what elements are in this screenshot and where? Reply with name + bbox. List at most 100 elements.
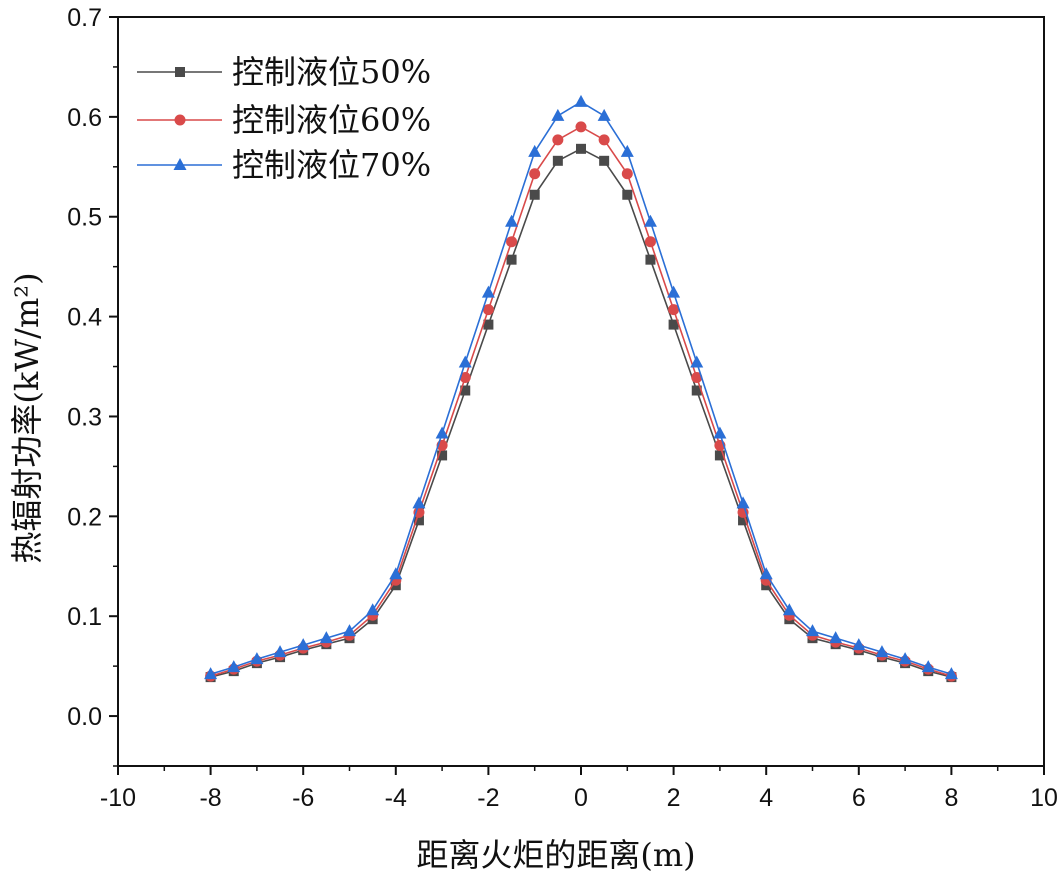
data-point xyxy=(505,214,519,227)
data-point xyxy=(782,603,796,616)
data-point xyxy=(921,660,935,673)
data-point xyxy=(506,236,518,248)
data-point xyxy=(389,567,403,580)
data-point xyxy=(852,638,866,651)
data-point xyxy=(529,189,540,200)
data-point xyxy=(459,372,471,384)
series-line xyxy=(210,100,952,675)
x-tick-label: 0 xyxy=(574,784,588,812)
data-point xyxy=(714,450,725,461)
data-point xyxy=(620,144,634,157)
data-point xyxy=(944,667,958,680)
data-point xyxy=(296,638,310,651)
data-point xyxy=(458,355,472,368)
data-point xyxy=(413,515,424,526)
data-point xyxy=(759,567,773,580)
legend-item: 控制液位60% xyxy=(137,101,431,139)
series-3 xyxy=(204,94,958,680)
data-point xyxy=(366,603,380,616)
data-point xyxy=(319,631,333,644)
x-tick-label: -8 xyxy=(199,784,221,812)
data-point xyxy=(667,285,681,298)
data-point xyxy=(736,496,750,509)
data-point xyxy=(806,624,819,637)
data-point xyxy=(343,624,356,637)
data-point xyxy=(273,645,287,658)
data-point xyxy=(599,155,610,166)
data-point xyxy=(227,660,241,673)
data-point xyxy=(506,254,517,265)
data-point xyxy=(552,155,563,166)
data-point xyxy=(528,144,542,157)
data-point xyxy=(898,652,912,665)
x-tick-label: 2 xyxy=(667,784,681,812)
y-axis-title: 热辐射功率(kW/m²) xyxy=(8,272,46,563)
y-tick-label: 0.0 xyxy=(67,703,102,731)
legend-marker xyxy=(174,114,186,126)
x-tick-label: 10 xyxy=(1030,784,1058,812)
legend-item: 控制液位50% xyxy=(137,53,431,91)
x-tick-label: 4 xyxy=(759,784,773,812)
series-line xyxy=(210,125,952,677)
data-point xyxy=(643,214,657,227)
data-point xyxy=(435,426,449,439)
y-tick-label: 0.3 xyxy=(67,403,102,431)
legend-marker xyxy=(173,158,187,170)
data-point xyxy=(691,385,702,396)
data-point xyxy=(250,652,264,665)
data-point xyxy=(483,319,494,330)
data-point xyxy=(576,143,586,154)
data-point xyxy=(598,134,610,146)
x-tick-label: 8 xyxy=(944,784,958,812)
y-tick-label: 0.2 xyxy=(67,503,102,531)
data-point xyxy=(551,108,565,121)
series-1 xyxy=(205,143,957,683)
x-tick-label: -6 xyxy=(292,784,314,812)
y-axis: 0.0 0.1 0.2 0.3 0.4 0.5 0.6 0.7 xyxy=(67,4,118,767)
legend-item: 控制液位70% xyxy=(137,146,431,184)
data-point xyxy=(622,189,633,200)
legend-marker xyxy=(175,67,185,77)
data-point xyxy=(668,304,680,316)
legend-label: 控制液位60% xyxy=(232,101,431,139)
y-tick-label: 0.7 xyxy=(67,4,102,32)
data-point xyxy=(829,631,843,644)
data-point xyxy=(597,108,611,121)
y-tick-label: 0.5 xyxy=(67,204,102,232)
data-point xyxy=(644,236,656,248)
data-point xyxy=(668,319,679,330)
data-point xyxy=(204,667,218,680)
data-point xyxy=(645,254,656,265)
data-point xyxy=(621,168,633,180)
legend-label: 控制液位70% xyxy=(232,146,431,184)
x-tick-label: -4 xyxy=(385,784,407,812)
data-point xyxy=(738,515,749,526)
data-point xyxy=(529,168,541,180)
x-axis-title: 距离火炬的距离(m) xyxy=(416,836,695,874)
data-point xyxy=(552,134,564,146)
y-tick-label: 0.6 xyxy=(67,104,102,132)
y-tick-label: 0.1 xyxy=(67,603,102,631)
legend: 控制液位50% 控制液位60% 控制液位70% xyxy=(137,53,431,184)
series-line xyxy=(210,147,952,678)
legend-label: 控制液位50% xyxy=(232,53,431,91)
series-layer xyxy=(204,94,958,683)
data-point xyxy=(437,450,448,461)
y-tick-label: 0.4 xyxy=(67,304,102,332)
data-point xyxy=(460,385,471,396)
data-point xyxy=(574,94,588,107)
data-point xyxy=(482,304,494,316)
series-2 xyxy=(205,121,957,682)
data-point xyxy=(575,121,587,133)
x-tick-label: -2 xyxy=(477,784,499,812)
data-point xyxy=(690,355,704,368)
data-point xyxy=(875,645,889,658)
data-point xyxy=(691,372,703,384)
data-point xyxy=(481,285,495,298)
data-point xyxy=(412,496,426,509)
data-point xyxy=(713,426,727,439)
x-tick-label: -10 xyxy=(100,784,136,812)
x-tick-label: 6 xyxy=(852,784,866,812)
x-axis: -10 -8 -6 -4 -2 0 2 4 6 8 10 xyxy=(100,766,1058,812)
